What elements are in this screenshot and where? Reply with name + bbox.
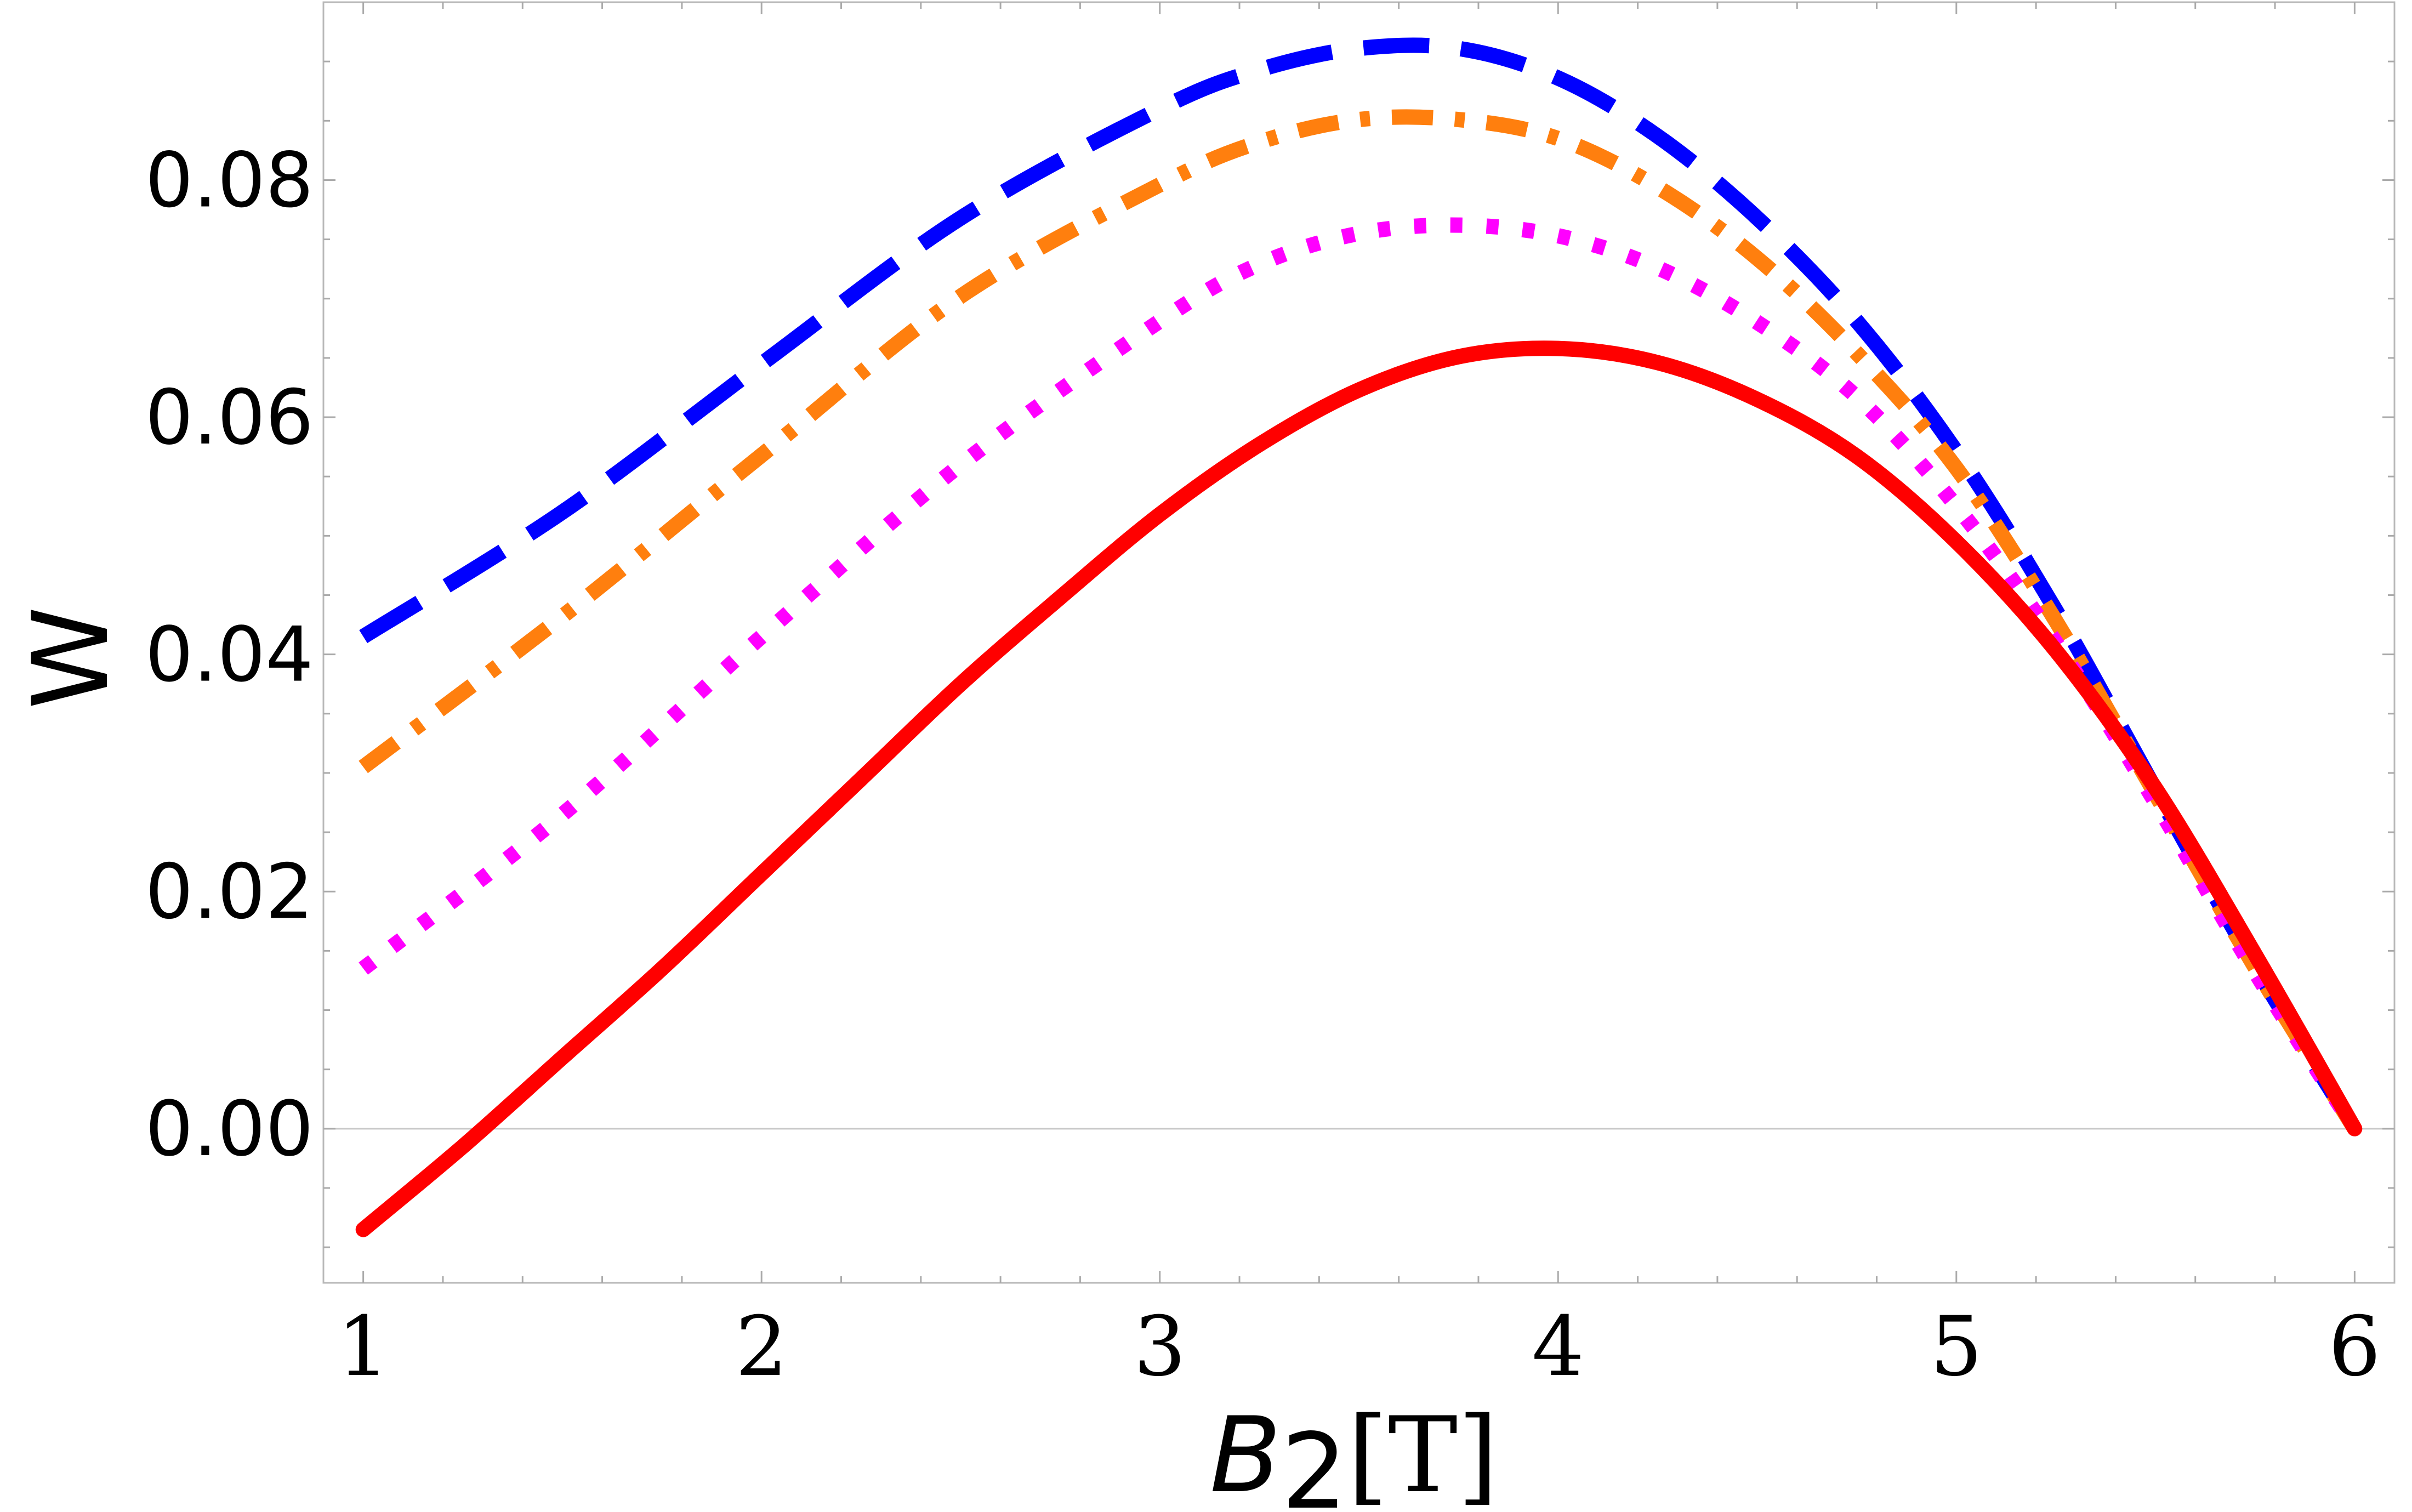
x-tick-label: 3 [1134, 1299, 1186, 1395]
series-line-solid [355, 340, 2363, 1237]
series-line-dashed [359, 37, 2362, 1133]
x-tick-label: 4 [1532, 1299, 1584, 1395]
x-tick-labels: 1 2 3 4 5 6 [337, 1299, 2381, 1395]
series-line-dotted [359, 217, 2362, 1133]
x-axis-label: B2[T] [1210, 1395, 1498, 1512]
y-tick-label: 0.08 [145, 136, 314, 224]
series-layer [355, 37, 2363, 1237]
x-tick-label: 6 [2329, 1299, 2381, 1395]
y-tick-label: 0.04 [145, 611, 314, 699]
x-axis-label-unit: [T] [1347, 1395, 1498, 1512]
x-tick-label: 2 [735, 1299, 787, 1395]
y-axis-label: W [10, 606, 132, 709]
y-tick-labels: 0.00 0.02 0.04 0.06 0.08 [145, 136, 314, 1173]
x-axis-label-symbol: B [1210, 1395, 1281, 1512]
axis-ticks [323, 2, 2394, 1283]
x-axis-label-subscript: 2 [1281, 1411, 1347, 1512]
y-tick-label: 0.02 [145, 848, 314, 936]
x-tick-label: 1 [337, 1299, 389, 1395]
y-tick-label: 0.00 [145, 1085, 314, 1173]
plot-frame [322, 1, 2396, 1284]
x-tick-label: 5 [1930, 1299, 1982, 1395]
y-tick-label: 0.06 [145, 373, 314, 462]
